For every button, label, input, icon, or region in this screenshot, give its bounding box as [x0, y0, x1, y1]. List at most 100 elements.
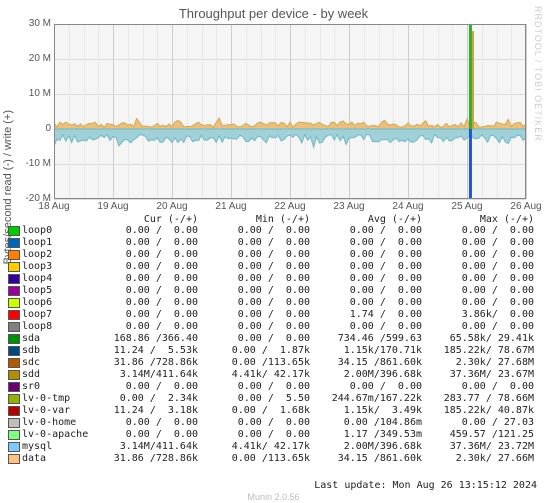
ytick-label: -10 M — [7, 159, 51, 169]
legend-val-min: 0.00 / 0.00 — [198, 333, 310, 345]
legend-swatch — [8, 430, 20, 440]
ytick-label: 20 M — [7, 54, 51, 64]
legend-name: loop1 — [22, 237, 86, 249]
legend-row: mysql3.14M/411.64k4.41k/ 42.17k2.00M/396… — [8, 441, 540, 453]
legend-val-cur: 0.00 / 0.00 — [86, 321, 198, 333]
legend-swatch — [8, 286, 20, 296]
legend-swatch — [8, 418, 20, 428]
legend-val-min: 0.00 / 5.50 — [198, 393, 310, 405]
legend-name: sdd — [22, 369, 86, 381]
legend-row: loop40.00 / 0.000.00 / 0.000.00 / 0.000.… — [8, 273, 540, 285]
legend-name: sr0 — [22, 381, 86, 393]
legend-val-cur: 0.00 / 0.00 — [86, 225, 198, 237]
legend-val-avg: 1.15k/ 3.49k — [310, 405, 422, 417]
legend-val-cur: 0.00 / 0.00 — [86, 237, 198, 249]
spike-up-edge — [472, 31, 474, 129]
legend-swatch — [8, 442, 20, 452]
series-read — [54, 129, 526, 147]
legend-val-max: 0.00 / 0.00 — [422, 249, 534, 261]
legend-val-avg: 1.74 / 0.00 — [310, 309, 422, 321]
xtick-label: 21 Aug — [215, 201, 246, 212]
legend-swatch — [8, 394, 20, 404]
legend-val-min: 0.00 / 0.00 — [198, 261, 310, 273]
xtick-label: 24 Aug — [392, 201, 423, 212]
generator-label: Munin 2.0.56 — [0, 492, 547, 502]
legend-val-min: 0.00 / 0.00 — [198, 249, 310, 261]
legend-val-max: 459.57 /121.25 — [422, 429, 534, 441]
legend-val-cur: 0.00 / 0.00 — [86, 381, 198, 393]
legend-swatch — [8, 250, 20, 260]
legend-swatch — [8, 370, 20, 380]
legend-val-max: 185.22k/ 78.67M — [422, 345, 534, 357]
legend-val-cur: 0.00 / 0.00 — [86, 429, 198, 441]
legend-val-max: 2.30k/ 27.68M — [422, 357, 534, 369]
legend-val-cur: 0.00 / 0.00 — [86, 261, 198, 273]
legend-val-min: 0.00 / 0.00 — [198, 429, 310, 441]
legend-header-spacer — [8, 214, 86, 225]
legend-row: lv-0-apache0.00 / 0.000.00 / 0.001.17 /3… — [8, 429, 540, 441]
legend-val-cur: 3.14M/411.64k — [86, 441, 198, 453]
spike-up — [469, 24, 472, 129]
legend-val-avg: 0.00 /104.86m — [310, 417, 422, 429]
legend-header-col: Avg (-/+) — [310, 214, 422, 225]
legend-name: sdc — [22, 357, 86, 369]
legend-val-max: 65.58k/ 29.41k — [422, 333, 534, 345]
legend-header-col: Cur (-/+) — [86, 214, 198, 225]
legend-row: sdb11.24 / 5.53k0.00 / 1.87k1.15k/170.71… — [8, 345, 540, 357]
legend-name: loop8 — [22, 321, 86, 333]
legend-row: sda168.86 /366.400.00 / 0.00734.46 /599.… — [8, 333, 540, 345]
legend-val-min: 0.00 / 0.00 — [198, 297, 310, 309]
legend-val-max: 0.00 / 27.03 — [422, 417, 534, 429]
legend-val-avg: 1.15k/170.71k — [310, 345, 422, 357]
legend-row: lv-0-var11.24 / 3.18k0.00 / 1.68k1.15k/ … — [8, 405, 540, 417]
legend-swatch — [8, 334, 20, 344]
legend-val-avg: 0.00 / 0.00 — [310, 273, 422, 285]
legend-header-col: Min (-/+) — [198, 214, 310, 225]
legend-row: loop30.00 / 0.000.00 / 0.000.00 / 0.000.… — [8, 261, 540, 273]
legend-row: loop60.00 / 0.000.00 / 0.000.00 / 0.000.… — [8, 297, 540, 309]
legend-swatch — [8, 382, 20, 392]
legend-swatch — [8, 262, 20, 272]
legend-val-max: 3.86k/ 0.00 — [422, 309, 534, 321]
legend-swatch — [8, 274, 20, 284]
xtick-label: 18 Aug — [38, 201, 69, 212]
legend-swatch — [8, 238, 20, 248]
legend-header-col: Max (-/+) — [422, 214, 534, 225]
legend-val-min: 0.00 /113.65k — [198, 357, 310, 369]
legend-name: data — [22, 453, 86, 465]
ytick-label: 30 M — [7, 19, 51, 29]
legend-val-min: 4.41k/ 42.17k — [198, 441, 310, 453]
chart-plot-area — [54, 24, 526, 199]
legend-val-max: 0.00 / 0.00 — [422, 321, 534, 333]
legend-val-avg: 244.67m/167.22k — [310, 393, 422, 405]
legend-row: loop10.00 / 0.000.00 / 0.000.00 / 0.000.… — [8, 237, 540, 249]
legend-val-cur: 31.86 /728.86k — [86, 357, 198, 369]
legend-row: loop00.00 / 0.000.00 / 0.000.00 / 0.000.… — [8, 225, 540, 237]
legend-row: loop70.00 / 0.000.00 / 0.001.74 / 0.003.… — [8, 309, 540, 321]
ytick-label: 0 — [7, 124, 51, 134]
legend-row: lv-0-tmp0.00 / 2.34k0.00 / 5.50244.67m/1… — [8, 393, 540, 405]
legend-name: lv-0-var — [22, 405, 86, 417]
legend-val-avg: 1.17 /349.53m — [310, 429, 422, 441]
legend-val-max: 0.00 / 0.00 — [422, 381, 534, 393]
gridline-x — [526, 24, 527, 199]
legend-val-avg: 0.00 / 0.00 — [310, 381, 422, 393]
xtick-label: 26 Aug — [510, 201, 541, 212]
legend-val-avg: 734.46 /599.63 — [310, 333, 422, 345]
legend-name: lv-0-apache — [22, 429, 86, 441]
legend-val-max: 0.00 / 0.00 — [422, 285, 534, 297]
legend-swatch — [8, 298, 20, 308]
legend-val-cur: 0.00 / 0.00 — [86, 249, 198, 261]
xtick-label: 25 Aug — [451, 201, 482, 212]
xtick-label: 19 Aug — [97, 201, 128, 212]
legend-val-min: 0.00 / 1.68k — [198, 405, 310, 417]
legend-val-cur: 0.00 / 0.00 — [86, 309, 198, 321]
legend-swatch — [8, 226, 20, 236]
legend-name: mysql — [22, 441, 86, 453]
legend-row: sr00.00 / 0.000.00 / 0.000.00 / 0.000.00… — [8, 381, 540, 393]
legend-name: sda — [22, 333, 86, 345]
legend-val-max: 185.22k/ 40.87k — [422, 405, 534, 417]
legend-val-avg: 2.00M/396.68k — [310, 369, 422, 381]
legend-val-min: 0.00 / 0.00 — [198, 285, 310, 297]
xtick-label: 23 Aug — [333, 201, 364, 212]
